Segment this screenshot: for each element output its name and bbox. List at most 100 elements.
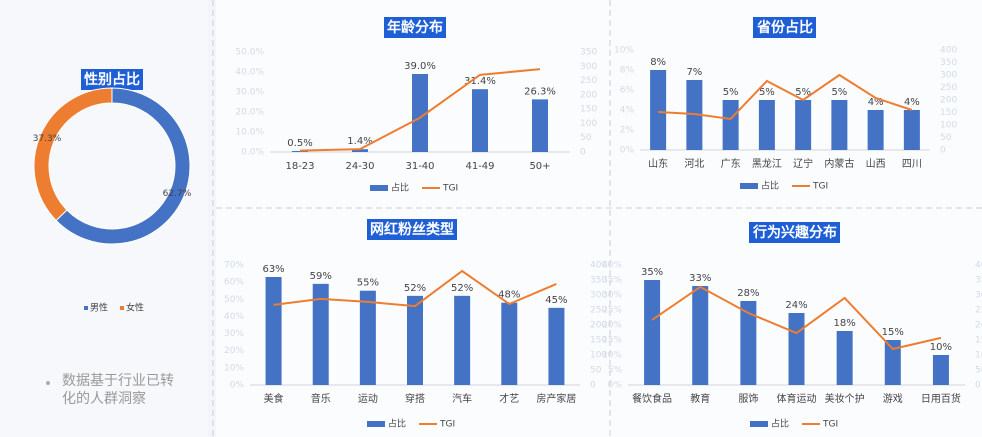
chart-title: 网红粉丝类型	[370, 221, 454, 238]
legend-label: TGI	[822, 420, 838, 430]
tgi-line	[273, 269, 557, 308]
x-tick-label: 房产家居	[536, 392, 576, 405]
y2-tick-label: 400	[590, 261, 607, 271]
bar	[692, 286, 709, 385]
y2-tick-label: 150	[975, 336, 982, 346]
pie-slice	[33, 87, 113, 222]
data-label: 5%	[831, 87, 847, 98]
bar	[722, 100, 739, 150]
y2-tick-label: 250	[580, 76, 597, 86]
chart-title: 行为兴趣分布	[752, 224, 837, 241]
bar	[532, 99, 548, 152]
y2-tick-label: 50	[580, 133, 592, 143]
y2-tick-label: 150	[940, 108, 957, 118]
y-tick-label: 35%	[602, 276, 622, 286]
y-tick-label: 50%	[224, 295, 244, 305]
y2-tick-label: 350	[590, 276, 607, 286]
bar	[312, 283, 329, 385]
y2-tick-label: 250	[940, 83, 957, 93]
bar	[836, 331, 853, 385]
y-tick-label: 40%	[602, 261, 622, 271]
legend-swatch	[367, 421, 385, 427]
data-label: 1.4%	[347, 136, 372, 147]
y-tick-label: 0%	[230, 381, 245, 391]
y2-tick-label: 100	[580, 119, 597, 129]
x-tick-label: 服饰	[738, 392, 758, 405]
y-tick-label: 0%	[608, 381, 623, 391]
data-label: 18%	[834, 318, 856, 329]
data-label: 15%	[882, 327, 904, 338]
x-tick-label: 内蒙古	[824, 157, 854, 170]
caption-box: 数据基于行业已转化的人群洞察	[62, 373, 174, 407]
right-panel	[216, 0, 982, 437]
y-tick-label: 20%	[602, 321, 622, 331]
tgi-line	[658, 73, 913, 121]
bar	[644, 280, 661, 385]
y-tick-label: 10%	[614, 46, 634, 56]
caption: 数据基于行业已转化的人群洞察	[62, 373, 174, 407]
y-tick-label: 6%	[620, 86, 635, 96]
y2-tick-label: 200	[940, 96, 957, 106]
data-label: 48%	[498, 290, 520, 301]
bar	[412, 74, 428, 152]
y-tick-label: 20.0%	[235, 108, 264, 118]
legend-swatch	[740, 183, 758, 189]
y2-tick-label: 100	[940, 121, 957, 131]
y-tick-label: 10%	[224, 363, 244, 373]
legend-swatch	[84, 306, 88, 310]
chart-title: 性别占比	[84, 71, 140, 88]
x-tick-label: 美妆个护	[825, 392, 865, 405]
data-label: 5%	[723, 87, 739, 98]
bar	[758, 100, 775, 150]
x-tick-label: 美食	[264, 392, 284, 405]
data-label: 24%	[785, 300, 807, 311]
legend-label: 占比	[771, 418, 789, 430]
data-label: 28%	[737, 288, 759, 299]
y2-tick-label: 200	[590, 321, 607, 331]
y-tick-label: 10.0%	[235, 128, 264, 138]
y-tick-label: 8%	[620, 66, 635, 76]
data-label: 8%	[650, 57, 666, 68]
bar	[884, 340, 901, 385]
y-tick-label: 25%	[602, 306, 622, 316]
y-tick-label: 40%	[224, 312, 244, 322]
y2-tick-label: 50	[940, 133, 952, 143]
legend-label: TGI	[812, 182, 828, 192]
x-tick-label: 河北	[684, 158, 704, 170]
y-tick-label: 30%	[224, 329, 244, 339]
bar	[932, 355, 949, 385]
x-tick-label: 才艺	[499, 392, 519, 405]
bar	[740, 301, 757, 385]
y2-tick-label: 250	[590, 306, 607, 316]
chart-title: 省份占比	[756, 19, 813, 36]
x-tick-label: 山东	[648, 157, 668, 170]
bar	[795, 100, 812, 150]
bar	[867, 110, 884, 150]
y2-tick-label: 300	[940, 71, 957, 81]
x-tick-label: 音乐	[311, 392, 331, 405]
legend-label: TGI	[442, 184, 458, 194]
x-tick-label: 黑龙江	[752, 157, 782, 170]
bar	[788, 313, 805, 385]
x-tick-label: 教育	[690, 392, 710, 405]
data-label: 35%	[641, 267, 663, 278]
y2-tick-label: 150	[580, 105, 597, 115]
x-tick-label: 广东	[721, 157, 741, 170]
y2-tick-label: 150	[590, 336, 607, 346]
x-tick-label: 18-23	[285, 161, 314, 172]
y2-tick-label: 200	[580, 90, 597, 100]
bar	[831, 100, 848, 150]
x-tick-label: 辽宁	[793, 157, 813, 170]
y-tick-label: 0.0%	[241, 148, 264, 158]
y2-tick-label: 300	[580, 62, 597, 72]
y-tick-label: 40.0%	[235, 68, 264, 78]
data-label: 59%	[310, 271, 332, 282]
y2-tick-label: 50	[590, 366, 602, 376]
y-tick-label: 70%	[224, 261, 244, 271]
x-tick-label: 日用百货	[921, 392, 961, 405]
x-tick-label: 四川	[902, 159, 922, 170]
data-label: 5%	[795, 87, 811, 98]
data-label: 62.7%	[163, 189, 192, 199]
data-label: 39.0%	[404, 61, 436, 72]
bar	[650, 70, 667, 150]
